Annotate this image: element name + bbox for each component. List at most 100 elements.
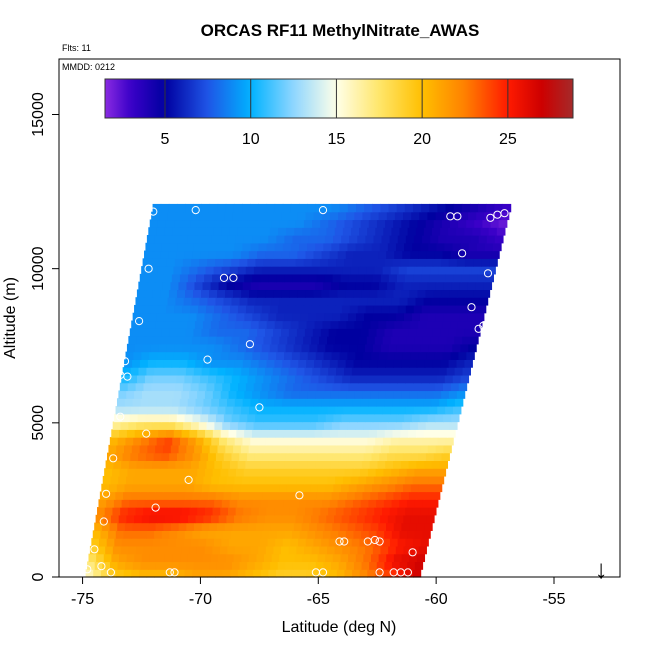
heatmap-cell: [168, 250, 177, 259]
heatmap-cell: [401, 522, 410, 531]
heatmap-cell: [407, 398, 417, 407]
heatmap-cell: [418, 351, 428, 360]
heatmap-cell: [242, 398, 252, 407]
heatmap-cell: [154, 235, 164, 244]
heatmap-cell: [378, 211, 388, 221]
heatmap-cell: [255, 219, 264, 228]
heatmap-cell: [202, 320, 212, 329]
heatmap-cell: [210, 281, 220, 291]
heatmap-cell: [349, 545, 359, 555]
heatmap-cell: [496, 227, 506, 236]
heatmap-cell: [139, 320, 148, 329]
heatmap-cell: [198, 499, 208, 508]
heatmap-cell: [180, 351, 190, 360]
heatmap-cell: [354, 320, 363, 329]
heatmap-cell: [172, 312, 182, 322]
heatmap-cell: [317, 553, 326, 563]
heatmap-cell: [452, 406, 462, 415]
heatmap-cell: [472, 328, 481, 337]
heatmap-cell: [186, 406, 195, 415]
heatmap-cell: [187, 437, 197, 446]
heatmap-cell: [213, 227, 222, 236]
heatmap-cell: [190, 343, 199, 353]
heatmap-cell: [212, 545, 221, 555]
heatmap-cell: [274, 507, 283, 516]
heatmap-cell: [360, 468, 369, 477]
heatmap-cell: [311, 545, 320, 555]
colorbar-tick-label: 10: [242, 131, 260, 148]
heatmap-cell: [223, 530, 232, 539]
heatmap-cell: [160, 336, 169, 345]
heatmap-cell: [252, 235, 261, 244]
heatmap-cell: [342, 374, 351, 384]
heatmap-cell: [283, 499, 292, 508]
heatmap-cell: [336, 219, 346, 228]
heatmap-cell: [171, 359, 181, 368]
heatmap-cell: [349, 304, 359, 314]
heatmap-cell: [237, 569, 247, 578]
heatmap-cell: [161, 242, 171, 252]
sample-point: [135, 317, 144, 326]
heatmap-cell: [274, 242, 284, 252]
heatmap-cell: [255, 258, 265, 267]
heatmap-cell: [149, 514, 158, 524]
heatmap-cell: [386, 211, 396, 221]
heatmap-cell: [287, 553, 296, 563]
heatmap-cell: [171, 235, 180, 244]
heatmap-cell: [258, 437, 267, 446]
heatmap-cell: [122, 367, 132, 376]
heatmap-cell: [299, 242, 308, 252]
heatmap-cell: [194, 522, 203, 531]
heatmap-cell: [223, 297, 233, 306]
heatmap-cell: [469, 304, 479, 314]
heatmap-cell: [393, 289, 402, 298]
heatmap-cell: [281, 289, 290, 298]
heatmap-cell: [294, 374, 304, 384]
heatmap-cell: [189, 266, 199, 275]
heatmap-cell: [201, 328, 210, 337]
heatmap-cell: [286, 483, 296, 493]
heatmap-cell: [340, 382, 349, 392]
heatmap-cell: [220, 507, 229, 516]
heatmap-cell: [133, 475, 143, 485]
heatmap-cell: [402, 351, 412, 360]
heatmap-cell: [414, 468, 423, 477]
heatmap-cell: [372, 273, 382, 283]
heatmap-cell: [436, 374, 446, 384]
heatmap-cell: [131, 444, 141, 454]
heatmap-cell: [254, 561, 264, 570]
heatmap-cell: [348, 273, 358, 283]
heatmap-cell: [386, 250, 395, 259]
heatmap-cell: [405, 235, 415, 244]
heatmap-cell: [355, 522, 364, 531]
heatmap-cell: [317, 343, 326, 353]
heatmap-cell: [134, 390, 143, 399]
heatmap-cell: [315, 242, 324, 252]
heatmap-cell: [261, 304, 271, 314]
heatmap-cell: [179, 359, 188, 368]
heatmap-cell: [333, 235, 342, 244]
heatmap-cell: [135, 382, 145, 392]
heatmap-cell: [309, 304, 319, 314]
heatmap-cell: [106, 499, 115, 508]
heatmap-cell: [242, 359, 252, 368]
heatmap-cell: [412, 444, 421, 454]
heatmap-cell: [168, 289, 178, 298]
heatmap-cell: [183, 297, 193, 306]
heatmap-cell: [382, 266, 392, 275]
heatmap-cell: [249, 475, 259, 485]
heatmap-cell: [282, 468, 291, 477]
heatmap-cell: [350, 374, 359, 384]
heatmap-cell: [378, 421, 388, 430]
heatmap-cell: [203, 514, 212, 524]
heatmap-cell: [368, 530, 378, 539]
x-tick-label: -70: [189, 591, 212, 608]
heatmap-cell: [290, 359, 299, 368]
heatmap-cell: [141, 437, 150, 446]
heatmap-cell: [383, 297, 393, 306]
heatmap-cell: [270, 522, 280, 531]
heatmap-cell: [129, 328, 139, 337]
heatmap-cell: [263, 258, 273, 267]
heatmap-cell: [248, 483, 257, 493]
heatmap-cell: [479, 297, 489, 306]
